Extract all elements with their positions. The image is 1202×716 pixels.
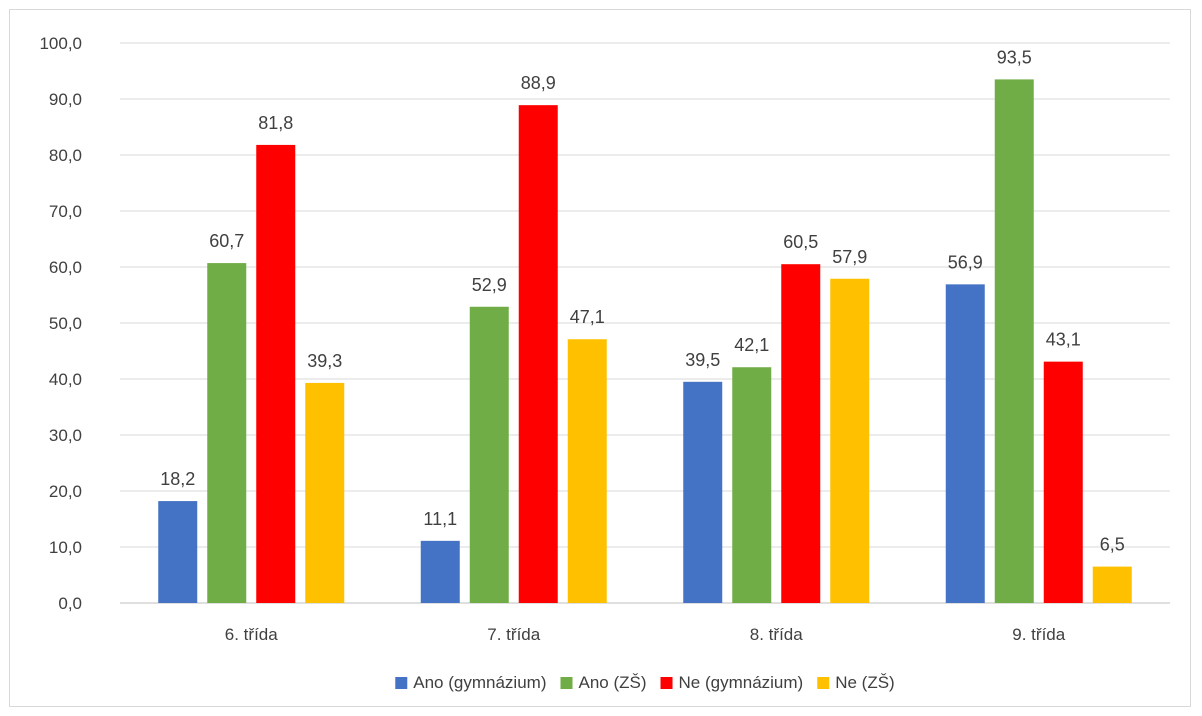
bar <box>781 264 821 603</box>
bar <box>994 79 1034 603</box>
bar <box>1043 361 1083 603</box>
data-label: 43,1 <box>1046 330 1081 350</box>
data-label: 81,8 <box>258 113 293 133</box>
data-label: 60,5 <box>783 232 818 252</box>
bars <box>158 79 1132 604</box>
y-tick-label: 40,0 <box>49 370 82 389</box>
legend-label: Ne (ZŠ) <box>835 673 895 692</box>
bar <box>1092 566 1132 603</box>
y-tick-label: 10,0 <box>49 538 82 557</box>
y-tick-label: 20,0 <box>49 482 82 501</box>
bar <box>567 339 607 603</box>
legend: Ano (gymnázium) Ano (ZŠ) Ne (gymnázium) Ne … <box>395 673 895 692</box>
x-tick-label: 6. třída <box>225 625 278 644</box>
y-tick-label: 70,0 <box>49 202 82 221</box>
bar <box>469 306 509 603</box>
bar <box>305 382 345 603</box>
y-tick-label: 0,0 <box>58 594 82 613</box>
data-label: 57,9 <box>832 247 867 267</box>
y-tick-label: 60,0 <box>49 258 82 277</box>
bar <box>420 540 460 603</box>
x-tick-label: 8. třída <box>750 625 803 644</box>
x-tick-label: 9. třída <box>1012 625 1065 644</box>
data-label: 88,9 <box>521 73 556 93</box>
data-labels: 18,2 60,7 81,8 39,3 11,1 52,9 88,9 47,1 39,5 42,1… <box>160 47 1125 554</box>
y-tick-label: 50,0 <box>49 314 82 333</box>
bar <box>830 278 870 603</box>
bar <box>256 144 296 604</box>
legend-item: Ne (ZŠ) <box>817 673 895 692</box>
data-label: 11,1 <box>423 509 457 529</box>
y-tick-label: 30,0 <box>49 426 82 445</box>
data-label: 18,2 <box>160 469 195 489</box>
data-label: 39,3 <box>307 351 342 371</box>
y-tick-label: 80,0 <box>49 146 82 165</box>
data-label: 42,1 <box>734 335 769 355</box>
legend-swatch <box>395 677 408 689</box>
data-label: 60,7 <box>209 231 244 251</box>
data-label: 56,9 <box>948 252 983 272</box>
data-label: 6,5 <box>1100 535 1125 555</box>
legend-label: Ne (gymnázium) <box>679 673 804 692</box>
legend-swatch <box>560 677 573 689</box>
x-axis-category-labels: 6. třída 7. třída 8. třída 9. třída <box>225 625 1066 644</box>
bar <box>207 263 247 603</box>
bar <box>732 367 772 603</box>
bar <box>945 284 985 603</box>
bar <box>683 381 723 603</box>
legend-swatch <box>660 677 673 689</box>
legend-label: Ano (ZŠ) <box>578 673 646 692</box>
data-label: 39,5 <box>685 350 720 370</box>
legend-label: Ano (gymnázium) <box>413 673 546 692</box>
legend-item: Ano (gymnázium) <box>395 673 546 692</box>
y-axis-tick-labels: 0,0 10,0 20,0 30,0 40,0 50,0 60,0 70,0 80,0 90,0 1… <box>39 34 82 613</box>
data-label: 52,9 <box>472 275 507 295</box>
legend-item: Ne (gymnázium) <box>660 673 804 692</box>
y-tick-label: 90,0 <box>49 90 82 109</box>
data-label: 47,1 <box>570 307 605 327</box>
bar <box>518 105 558 603</box>
legend-swatch <box>817 677 830 689</box>
x-tick-label: 7. třída <box>487 625 540 644</box>
data-label: 93,5 <box>997 47 1032 67</box>
bar <box>158 501 198 603</box>
legend-item: Ano (ZŠ) <box>560 673 647 692</box>
y-tick-label: 100,0 <box>39 34 82 53</box>
